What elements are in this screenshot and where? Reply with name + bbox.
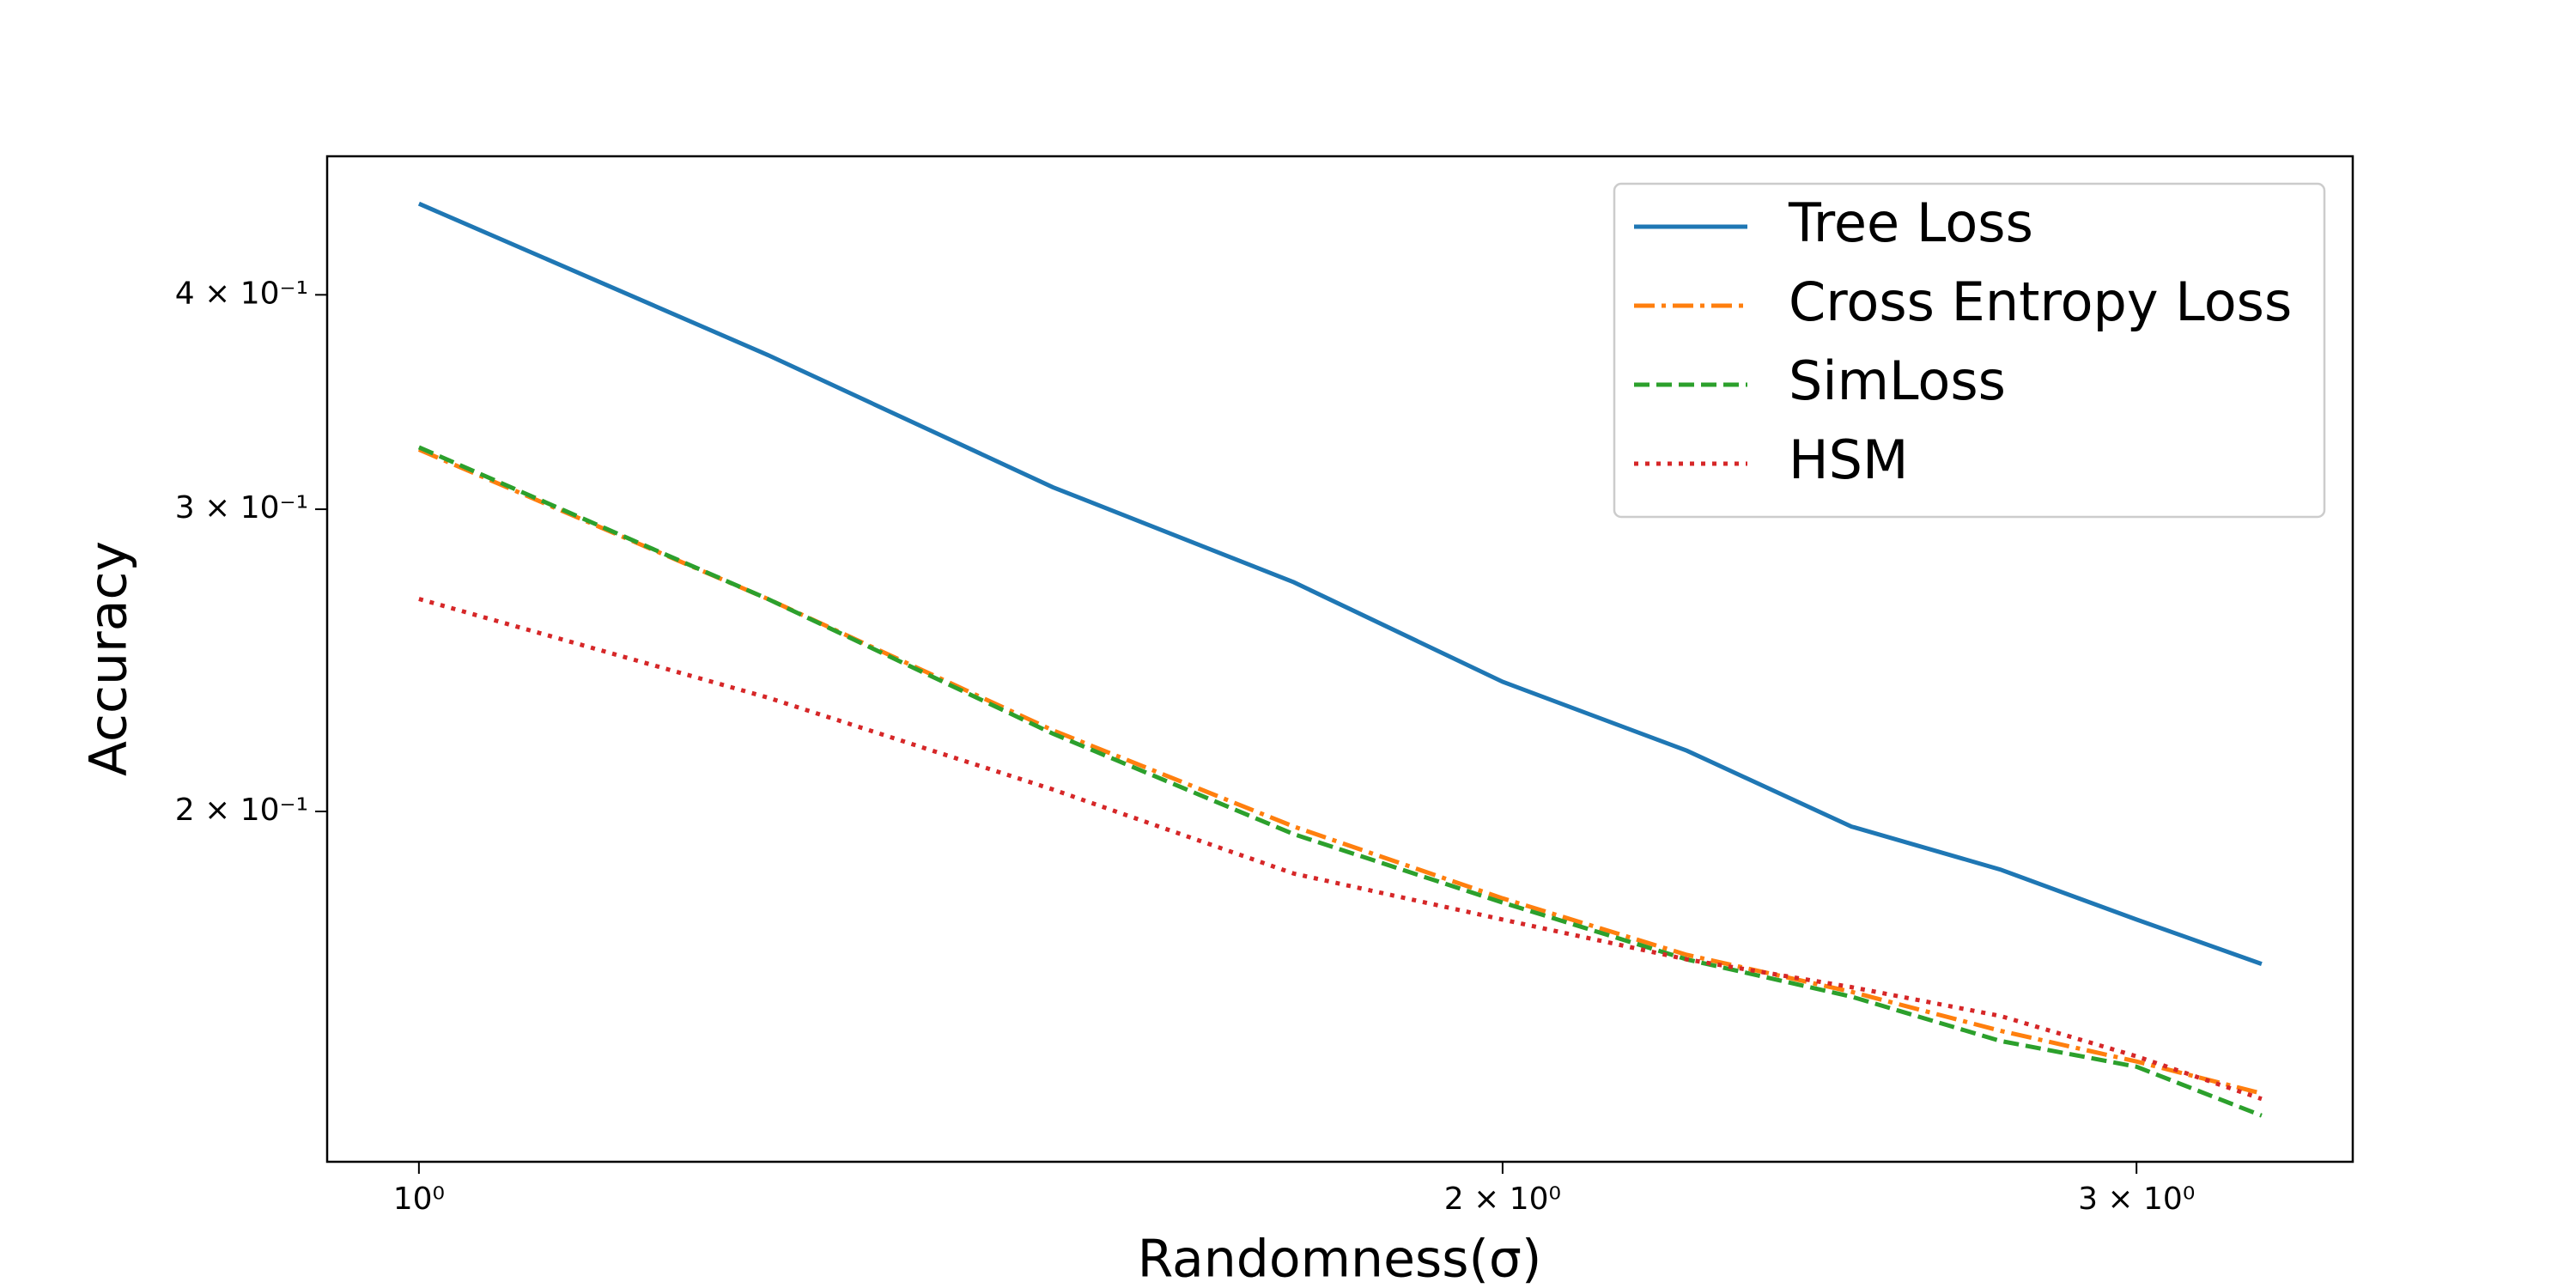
legend-box [1613, 182, 2326, 519]
legend-label: Tree Loss [1788, 191, 2033, 254]
y-tick-label: 4 × 10⁻¹ [175, 276, 308, 311]
legend-label: Cross Entropy Loss [1789, 270, 2292, 333]
line-series [417, 447, 2263, 1096]
legend-label: HSM [1789, 428, 1908, 491]
x-axis-label: Randomness(σ) [1138, 1230, 1542, 1288]
x-tick-label: 10⁰ [393, 1182, 445, 1217]
y-tick-label: 3 × 10⁻¹ [175, 490, 308, 526]
plot-frame [325, 155, 2354, 1163]
line-series [418, 597, 2263, 1102]
y-tick-label: 2 × 10⁻¹ [175, 793, 308, 828]
line-series [417, 445, 2263, 1118]
legend-label: SimLoss [1789, 349, 2006, 412]
y-axis-label: Accuracy [79, 541, 139, 776]
line-series [417, 201, 2263, 966]
x-tick-label: 2 × 10⁰ [1444, 1182, 1561, 1217]
x-tick-label: 3 × 10⁰ [2078, 1182, 2195, 1217]
